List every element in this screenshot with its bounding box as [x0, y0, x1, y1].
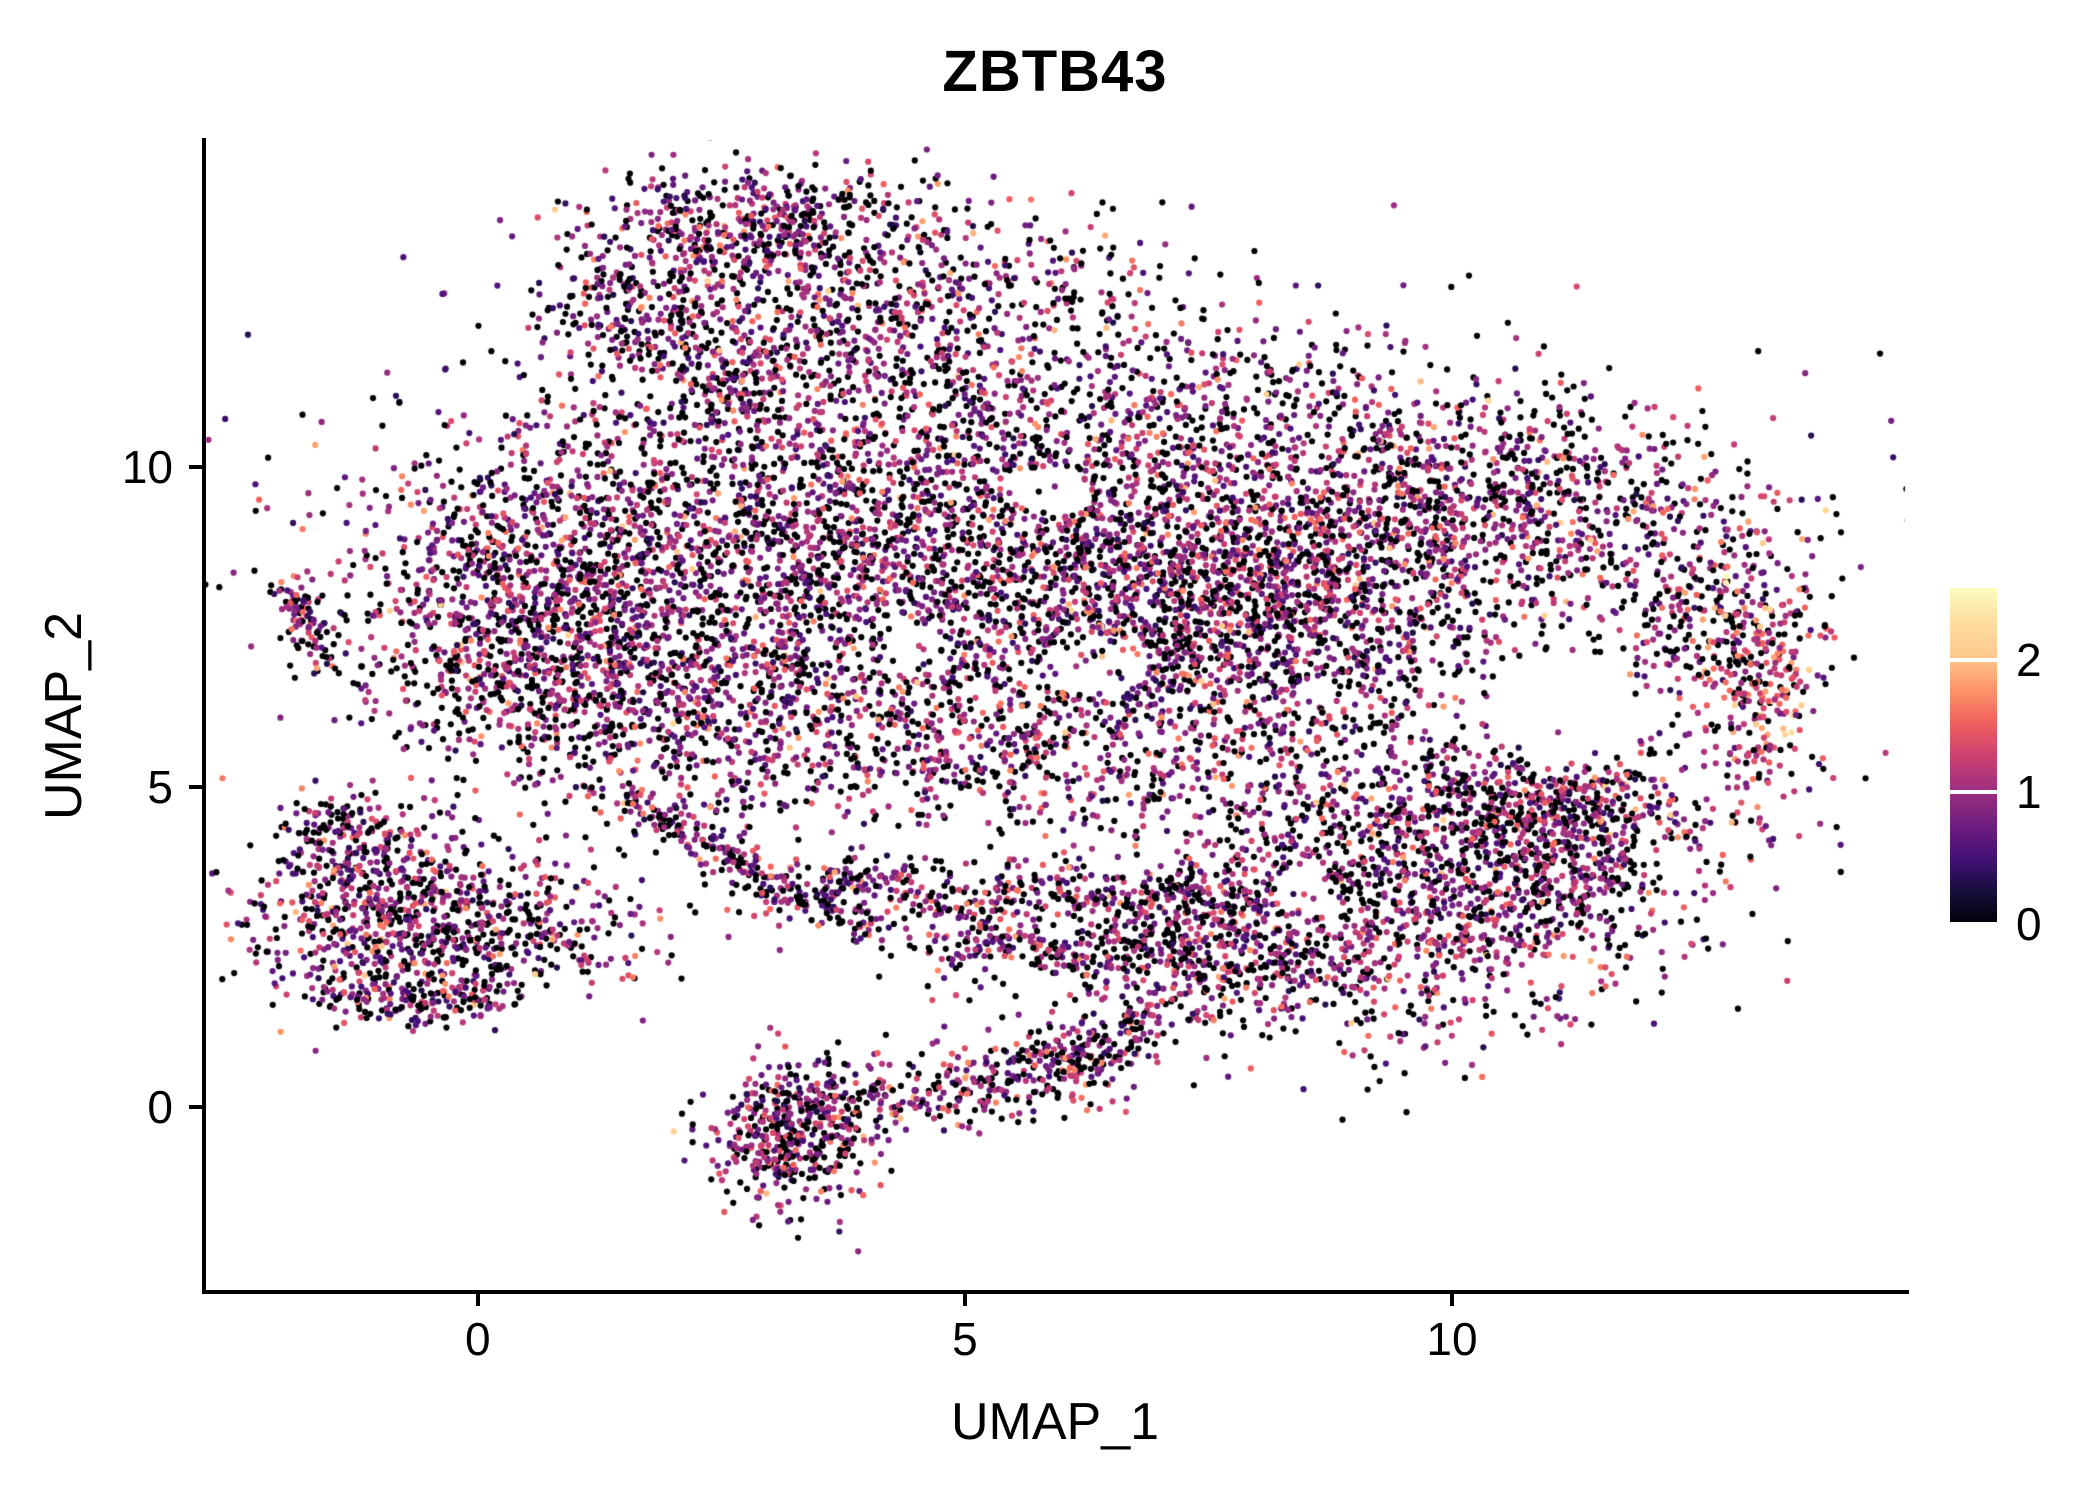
- colorbar-tick-mark: [1950, 790, 1997, 795]
- x-axis-title: UMAP_1: [950, 1393, 1160, 1451]
- y-tick-mark: [189, 785, 205, 790]
- x-tick-mark: [962, 1290, 967, 1306]
- x-axis-line: [202, 1290, 1909, 1294]
- x-tick-mark: [475, 1290, 480, 1306]
- colorbar-tick-mark: [1950, 658, 1997, 663]
- x-tick-label: 0: [464, 1313, 491, 1365]
- x-tick-mark: [1449, 1290, 1454, 1306]
- colorbar-gradient: [1950, 588, 1997, 924]
- y-axis-line: [202, 138, 206, 1294]
- colorbar-tick-label: 2: [2016, 634, 2042, 687]
- plot-title: ZBTB43: [942, 39, 1168, 104]
- colorbar-tick-label: 1: [2016, 766, 2042, 819]
- y-tick-label: 10: [121, 440, 173, 493]
- x-tick-label: 10: [1426, 1313, 1478, 1365]
- y-axis-title: UMAP_2: [35, 611, 93, 821]
- y-tick-label: 5: [147, 761, 173, 814]
- colorbar-legend: 0 1 2: [1950, 588, 2100, 949]
- y-tick-mark: [189, 1105, 205, 1110]
- x-tick-label: 5: [952, 1313, 978, 1365]
- colorbar-tick-mark: [1950, 922, 1997, 926]
- y-tick-label: 0: [147, 1081, 173, 1134]
- colorbar-tick-label: 0: [2016, 898, 2042, 950]
- y-tick-mark: [189, 464, 205, 469]
